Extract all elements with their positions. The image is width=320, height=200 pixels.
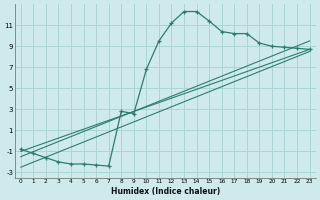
- X-axis label: Humidex (Indice chaleur): Humidex (Indice chaleur): [111, 187, 220, 196]
